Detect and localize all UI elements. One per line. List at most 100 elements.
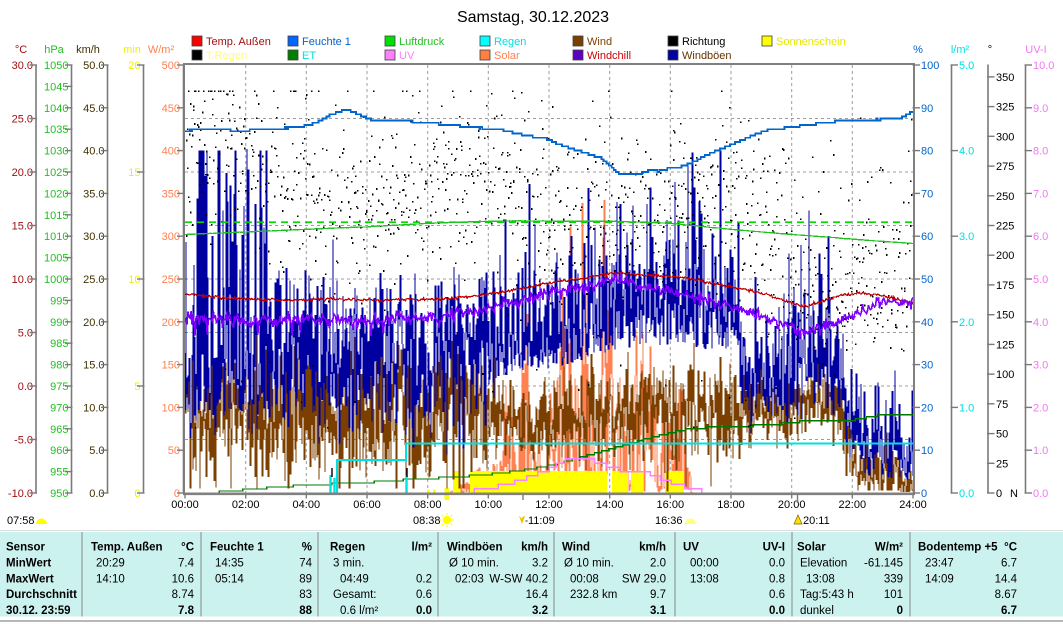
svg-text:13:08: 13:08 bbox=[690, 573, 719, 585]
svg-text:0.0: 0.0 bbox=[89, 488, 104, 500]
svg-text:3.2: 3.2 bbox=[532, 605, 548, 617]
svg-text:74: 74 bbox=[299, 557, 312, 569]
svg-text:°C: °C bbox=[181, 542, 194, 554]
svg-text:0.2: 0.2 bbox=[416, 573, 432, 585]
svg-text:W/m²: W/m² bbox=[875, 542, 903, 554]
svg-text:Tag:5:43 h: Tag:5:43 h bbox=[800, 589, 854, 601]
svg-text:10:00: 10:00 bbox=[475, 499, 503, 511]
svg-text:1045: 1045 bbox=[44, 81, 68, 93]
svg-text:9.7: 9.7 bbox=[650, 589, 666, 601]
svg-text:6.7: 6.7 bbox=[1001, 557, 1017, 569]
svg-text:0.6: 0.6 bbox=[416, 589, 432, 601]
svg-text:15.0: 15.0 bbox=[12, 221, 33, 233]
svg-text:Feuchte 1: Feuchte 1 bbox=[302, 36, 351, 48]
svg-text:11:09: 11:09 bbox=[528, 515, 555, 527]
svg-text:7.0: 7.0 bbox=[1033, 188, 1048, 200]
svg-text:N: N bbox=[1010, 488, 1018, 500]
svg-text:125: 125 bbox=[996, 339, 1014, 351]
svg-text:339: 339 bbox=[884, 573, 903, 585]
svg-text:30.12. 23:59: 30.12. 23:59 bbox=[6, 605, 71, 617]
svg-text:250: 250 bbox=[996, 191, 1014, 203]
svg-text:00:08: 00:08 bbox=[570, 573, 599, 585]
svg-text:07:58: 07:58 bbox=[7, 515, 35, 527]
svg-text:0.6: 0.6 bbox=[769, 589, 785, 601]
svg-text:30.0: 30.0 bbox=[83, 231, 104, 243]
svg-text:Wind: Wind bbox=[562, 542, 590, 554]
svg-text:Temp. Außen: Temp. Außen bbox=[91, 542, 163, 554]
svg-text:02:00: 02:00 bbox=[232, 499, 260, 511]
svg-text:60: 60 bbox=[921, 231, 933, 243]
svg-text:100: 100 bbox=[162, 402, 180, 414]
svg-text:Elevation: Elevation bbox=[800, 557, 847, 569]
svg-text:-5.0: -5.0 bbox=[14, 435, 33, 447]
svg-text:50: 50 bbox=[996, 429, 1008, 441]
svg-text:18:00: 18:00 bbox=[717, 499, 745, 511]
svg-text:75: 75 bbox=[996, 399, 1008, 411]
svg-text:Windböen: Windböen bbox=[447, 542, 502, 554]
svg-text:10.6: 10.6 bbox=[172, 573, 194, 585]
svg-text:Windböen: Windböen bbox=[682, 50, 732, 62]
svg-text:970: 970 bbox=[50, 402, 68, 414]
svg-text:7.4: 7.4 bbox=[178, 557, 195, 569]
svg-text:7.8: 7.8 bbox=[178, 605, 195, 617]
svg-text:T.Regen: T.Regen bbox=[206, 50, 247, 62]
svg-text:20:29: 20:29 bbox=[96, 557, 125, 569]
svg-text:20:11: 20:11 bbox=[803, 515, 830, 527]
svg-text:400: 400 bbox=[162, 146, 180, 158]
svg-text:Richtung: Richtung bbox=[682, 36, 725, 48]
svg-text:450: 450 bbox=[162, 103, 180, 115]
svg-text:5.0: 5.0 bbox=[1033, 274, 1048, 286]
svg-text:25.0: 25.0 bbox=[12, 114, 33, 126]
svg-text:Gesamt:: Gesamt: bbox=[333, 589, 376, 601]
svg-text:20:00: 20:00 bbox=[778, 499, 806, 511]
svg-text:Windchill: Windchill bbox=[587, 50, 631, 62]
svg-text:1010: 1010 bbox=[44, 231, 68, 243]
svg-text:225: 225 bbox=[996, 221, 1014, 233]
svg-text:Sonnenschein: Sonnenschein bbox=[776, 36, 846, 48]
svg-text:1000: 1000 bbox=[44, 274, 68, 286]
svg-text:955: 955 bbox=[50, 467, 68, 479]
svg-text:W-SW 40.2: W-SW 40.2 bbox=[489, 573, 548, 585]
svg-text:45.0: 45.0 bbox=[83, 103, 104, 115]
svg-text:UV-I: UV-I bbox=[1025, 44, 1046, 56]
svg-text:9.0: 9.0 bbox=[1033, 103, 1048, 115]
svg-text:1015: 1015 bbox=[44, 210, 68, 222]
svg-text:4.0: 4.0 bbox=[959, 146, 974, 158]
svg-text:3.0: 3.0 bbox=[959, 231, 974, 243]
svg-text:14:10: 14:10 bbox=[96, 573, 125, 585]
svg-text:UV: UV bbox=[399, 50, 415, 62]
svg-text:l/m²: l/m² bbox=[951, 44, 970, 56]
svg-text:05:14: 05:14 bbox=[215, 573, 244, 585]
svg-text:89: 89 bbox=[299, 573, 312, 585]
svg-text:0: 0 bbox=[996, 488, 1002, 500]
svg-text:16:36: 16:36 bbox=[655, 515, 683, 527]
svg-text:km/h: km/h bbox=[521, 542, 548, 554]
svg-text:°C: °C bbox=[15, 44, 27, 56]
svg-text:100: 100 bbox=[996, 369, 1014, 381]
svg-text:16:00: 16:00 bbox=[657, 499, 685, 511]
svg-text:4.0: 4.0 bbox=[1033, 317, 1048, 329]
svg-text:0: 0 bbox=[174, 488, 180, 500]
svg-text:5.0: 5.0 bbox=[959, 60, 974, 72]
svg-text:2.0: 2.0 bbox=[1033, 402, 1048, 414]
svg-text:3.0: 3.0 bbox=[1033, 360, 1048, 372]
svg-text:25.0: 25.0 bbox=[83, 274, 104, 286]
svg-text:960: 960 bbox=[50, 445, 68, 457]
svg-text:100: 100 bbox=[921, 60, 939, 72]
svg-text:Luftdruck: Luftdruck bbox=[399, 36, 445, 48]
svg-text:10.0: 10.0 bbox=[83, 402, 104, 414]
svg-text:1005: 1005 bbox=[44, 253, 68, 265]
svg-text:1.0: 1.0 bbox=[959, 402, 974, 414]
svg-text:-61.145: -61.145 bbox=[864, 557, 903, 569]
svg-text:1.0: 1.0 bbox=[1033, 445, 1048, 457]
svg-text:0.0: 0.0 bbox=[959, 488, 974, 500]
svg-text:200: 200 bbox=[996, 250, 1014, 262]
svg-text:1025: 1025 bbox=[44, 167, 68, 179]
svg-text:1035: 1035 bbox=[44, 124, 68, 136]
svg-text:995: 995 bbox=[50, 295, 68, 307]
svg-text:2.0: 2.0 bbox=[650, 557, 666, 569]
svg-text:8.0: 8.0 bbox=[1033, 146, 1048, 158]
svg-text:175: 175 bbox=[996, 280, 1014, 292]
svg-text:22:00: 22:00 bbox=[839, 499, 867, 511]
svg-text:2.0: 2.0 bbox=[959, 317, 974, 329]
